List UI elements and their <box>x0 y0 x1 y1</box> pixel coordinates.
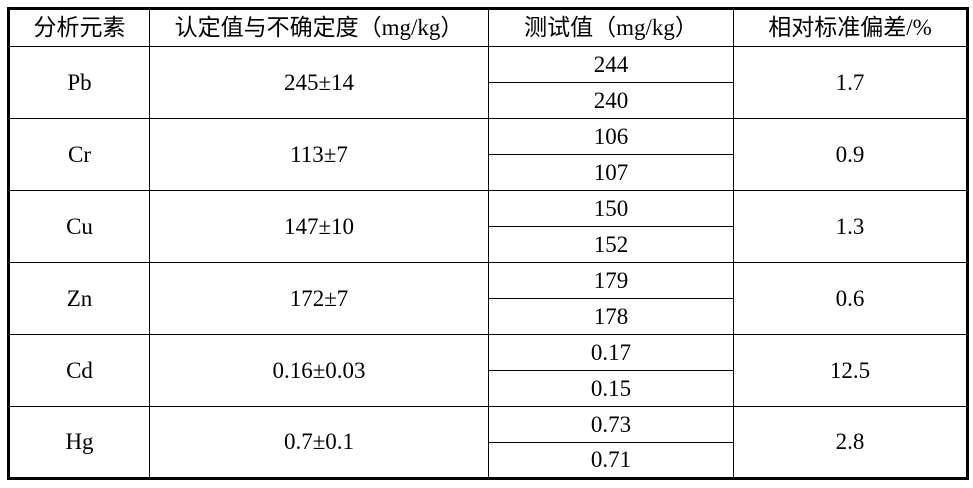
col-header-element: 分析元素 <box>8 8 150 47</box>
test-value-cell: 152 <box>488 226 734 263</box>
table-row: 0.71 <box>9 442 968 479</box>
certified-value-cell: 147±10 <box>149 190 489 263</box>
element-cell: Hg <box>8 406 150 479</box>
rsd-cell: 2.8 <box>733 406 968 479</box>
test-value-cell: 0.73 <box>488 406 734 443</box>
rsd-cell: 12.5 <box>733 334 968 407</box>
rsd-cell: 1.7 <box>733 46 968 119</box>
test-value-cell: 150 <box>488 190 734 227</box>
table-row: Cu 147±10 150 1.3 <box>8 190 968 263</box>
test-value-cell: 107 <box>488 154 734 191</box>
table-row: 240 <box>9 82 968 119</box>
certified-value-cell: 245±14 <box>149 46 489 119</box>
element-cell: Cr <box>8 118 150 191</box>
table-row: 107 <box>9 154 968 191</box>
certified-value-cell: 0.16±0.03 <box>149 334 489 407</box>
table-row: Hg 0.7±0.1 0.73 2.8 <box>8 406 968 479</box>
certified-value-cell: 0.7±0.1 <box>149 406 489 479</box>
test-value-cell: 0.17 <box>488 334 734 371</box>
table-row: Cd 0.16±0.03 0.17 12.5 <box>8 334 968 407</box>
col-header-test: 测试值（mg/kg） <box>488 8 734 47</box>
rsd-cell: 1.3 <box>733 190 968 263</box>
rsd-cell: 0.6 <box>733 262 968 335</box>
element-cell: Zn <box>8 262 150 335</box>
table-row: Cr 113±7 106 0.9 <box>8 118 968 191</box>
header-row: 分析元素 认定值与不确定度（mg/kg） 测试值（mg/kg） 相对标准偏差/% <box>8 8 968 47</box>
test-value-cell: 244 <box>488 46 734 83</box>
test-value-cell: 0.15 <box>488 370 734 407</box>
table-row: Zn 172±7 179 0.6 <box>8 262 968 335</box>
test-value-cell: 0.71 <box>488 442 734 479</box>
col-header-certified: 认定值与不确定度（mg/kg） <box>149 8 489 47</box>
element-cell: Cd <box>8 334 150 407</box>
test-value-cell: 106 <box>488 118 734 155</box>
col-header-rsd: 相对标准偏差/% <box>733 8 968 47</box>
test-value-cell: 178 <box>488 298 734 335</box>
test-value-cell: 240 <box>488 82 734 119</box>
element-cell: Pb <box>8 46 150 119</box>
certified-values-table: 分析元素 认定值与不确定度（mg/kg） 测试值（mg/kg） 相对标准偏差/%… <box>7 7 969 480</box>
certified-value-cell: 113±7 <box>149 118 489 191</box>
table-row: 152 <box>9 226 968 263</box>
test-value-cell: 179 <box>488 262 734 299</box>
certified-value-cell: 172±7 <box>149 262 489 335</box>
element-cell: Cu <box>8 190 150 263</box>
rsd-cell: 0.9 <box>733 118 968 191</box>
table-row: Pb 245±14 244 1.7 <box>8 46 968 119</box>
